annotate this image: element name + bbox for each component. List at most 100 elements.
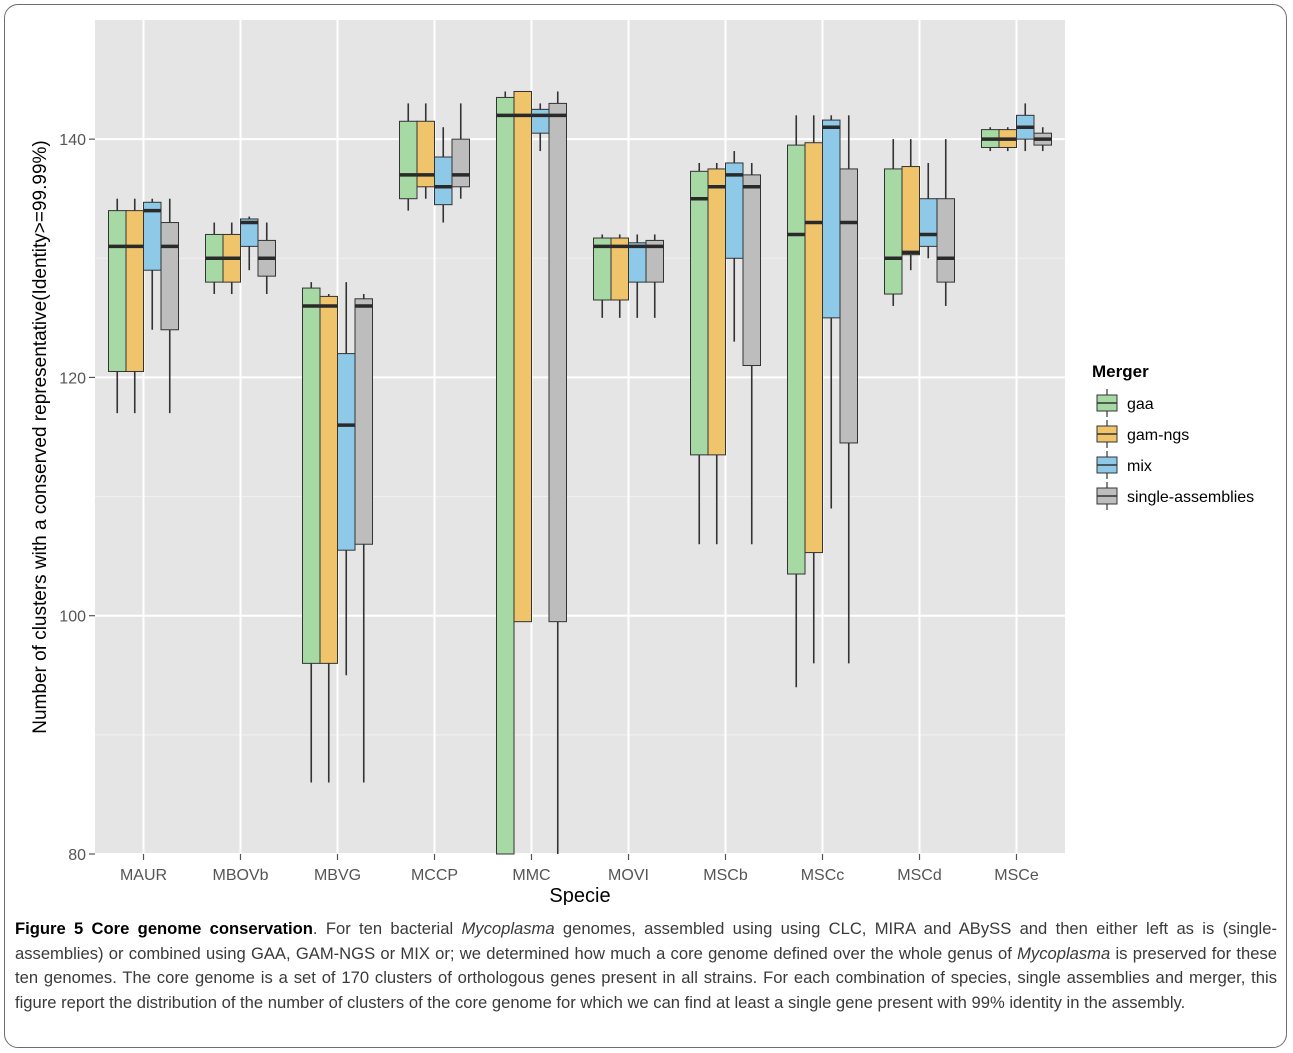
box-body [496, 96, 515, 855]
x-tick-label: MSCd [897, 867, 941, 884]
x-axis: MAUR MBOVb MBVG MCCP MMC MOVI MSCb MSCc MSCd MSCe [120, 854, 1039, 884]
box-single-assemblies-MSCc [839, 115, 858, 664]
x-tick-label: MBVG [314, 867, 361, 884]
y-tick-label: 140 [59, 132, 86, 149]
legend-item-gam-ngs: gam-ngs [1096, 420, 1189, 448]
legend-item-single-assemblies: single-assemblies [1096, 482, 1254, 510]
box-body [240, 218, 259, 247]
plot-panel [95, 20, 1065, 854]
box-gaa-MAUR [108, 198, 127, 414]
box-body [302, 287, 321, 664]
box-mix-MCCP [434, 127, 453, 223]
box-body [399, 120, 418, 200]
box-single-assemblies-MCCP [451, 103, 470, 199]
box-body [416, 120, 435, 188]
box-body [451, 138, 470, 188]
box-gam-ngs-MCCP [416, 103, 435, 199]
box-body [690, 170, 709, 456]
box-body [787, 144, 806, 575]
box-body [319, 295, 338, 664]
box-body [354, 298, 373, 545]
box-body [628, 242, 647, 283]
box-body [822, 119, 841, 319]
box-gam-ngs-MBOVb [222, 222, 241, 295]
x-tick-label: MOVI [608, 867, 649, 884]
box-gam-ngs-MSCb [707, 162, 726, 545]
figure-caption: Figure 5 Core genome conservation. For t… [15, 917, 1277, 1015]
box-body [936, 198, 955, 283]
box-gam-ngs-MMC [513, 90, 532, 623]
legend-item-mix: mix [1096, 451, 1152, 479]
box-body [742, 174, 761, 367]
box-body [513, 90, 532, 623]
minor-gridlines [95, 257, 1065, 736]
box-mix-MAUR [143, 198, 162, 330]
caption-italic: Mycoplasma [1017, 943, 1111, 963]
box-single-assemblies-MOVI [645, 234, 664, 318]
y-tick-label: 120 [59, 370, 86, 387]
box-single-assemblies-MMC [548, 91, 567, 854]
box-body [919, 198, 938, 247]
box-gaa-MSCc [787, 115, 806, 688]
box-gaa-MBOVb [205, 222, 224, 295]
box-gam-ngs-MOVI [610, 234, 629, 318]
box-mix-MSCb [725, 151, 744, 342]
box-gam-ngs-MAUR [125, 198, 144, 414]
caption-label: Figure 5 Core genome conservation [15, 919, 313, 938]
box-mix-MSCe [1016, 103, 1035, 152]
y-axis: 80 100 120 140 [59, 132, 95, 864]
box-single-assemblies-MBOVb [257, 222, 276, 295]
y-tick-label: 80 [68, 847, 86, 864]
box-body [337, 353, 356, 551]
box-body [548, 102, 567, 623]
box-body [108, 210, 127, 372]
box-body [645, 239, 664, 283]
box-single-assemblies-MSCe [1033, 127, 1052, 152]
box-gaa-MSCe [981, 127, 1000, 152]
legend-title: Merger [1092, 362, 1149, 381]
legend-label: gam-ngs [1127, 427, 1189, 444]
box-gaa-MSCb [690, 162, 709, 545]
box-single-assemblies-MSCb [742, 162, 761, 545]
x-tick-label: MSCe [994, 867, 1039, 884]
boxes [108, 90, 1052, 855]
box-body [125, 210, 144, 372]
box-gam-ngs-MSCd [901, 139, 920, 271]
box-mix-MMC [531, 103, 550, 152]
box-body [901, 166, 920, 256]
box-body [434, 156, 453, 206]
box-body [160, 222, 179, 331]
x-tick-label: MBOVb [212, 867, 268, 884]
y-axis-title: Number of clusters with a conserved repr… [30, 140, 51, 734]
legend-label: single-assemblies [1127, 489, 1254, 506]
box-body [725, 162, 744, 259]
box-mix-MSCd [919, 162, 938, 259]
legend: Merger gaa gam-ngs mix single-assemblies [1092, 362, 1254, 510]
box-body [884, 168, 903, 295]
box-body [804, 142, 823, 554]
boxplot-chart: 80 100 120 140 MAUR MBOVb MBVG MCCP MMC MOVI MSCb… [30, 20, 1254, 905]
box-body [707, 168, 726, 456]
box-gaa-MSCd [884, 139, 903, 306]
legend-label: gaa [1127, 396, 1154, 413]
box-gam-ngs-MSCe [998, 127, 1017, 152]
box-body [531, 108, 550, 134]
box-single-assemblies-MBVG [354, 294, 373, 783]
caption-italic: Mycoplasma [461, 919, 555, 938]
x-axis-title: Specie [549, 885, 610, 905]
box-gaa-MBVG [302, 282, 321, 783]
caption-text: . For ten bacterial [312, 919, 462, 938]
x-tick-label: MAUR [120, 867, 167, 884]
caption-text: is preserved for these ten genomes. The … [15, 943, 1277, 1012]
box-mix-MBOVb [240, 216, 259, 271]
x-tick-label: MMC [512, 867, 550, 884]
x-tick-label: MCCP [411, 867, 458, 884]
box-single-assemblies-MAUR [160, 198, 179, 414]
x-tick-label: MSCc [801, 867, 845, 884]
box-gam-ngs-MSCc [804, 115, 823, 664]
x-tick-label: MSCb [703, 867, 748, 884]
legend-label: mix [1127, 458, 1152, 475]
box-body [839, 168, 858, 444]
caption-text: genomes, assembled using using CLC, MIRA… [15, 919, 1277, 963]
legend-item-gaa: gaa [1096, 389, 1154, 417]
